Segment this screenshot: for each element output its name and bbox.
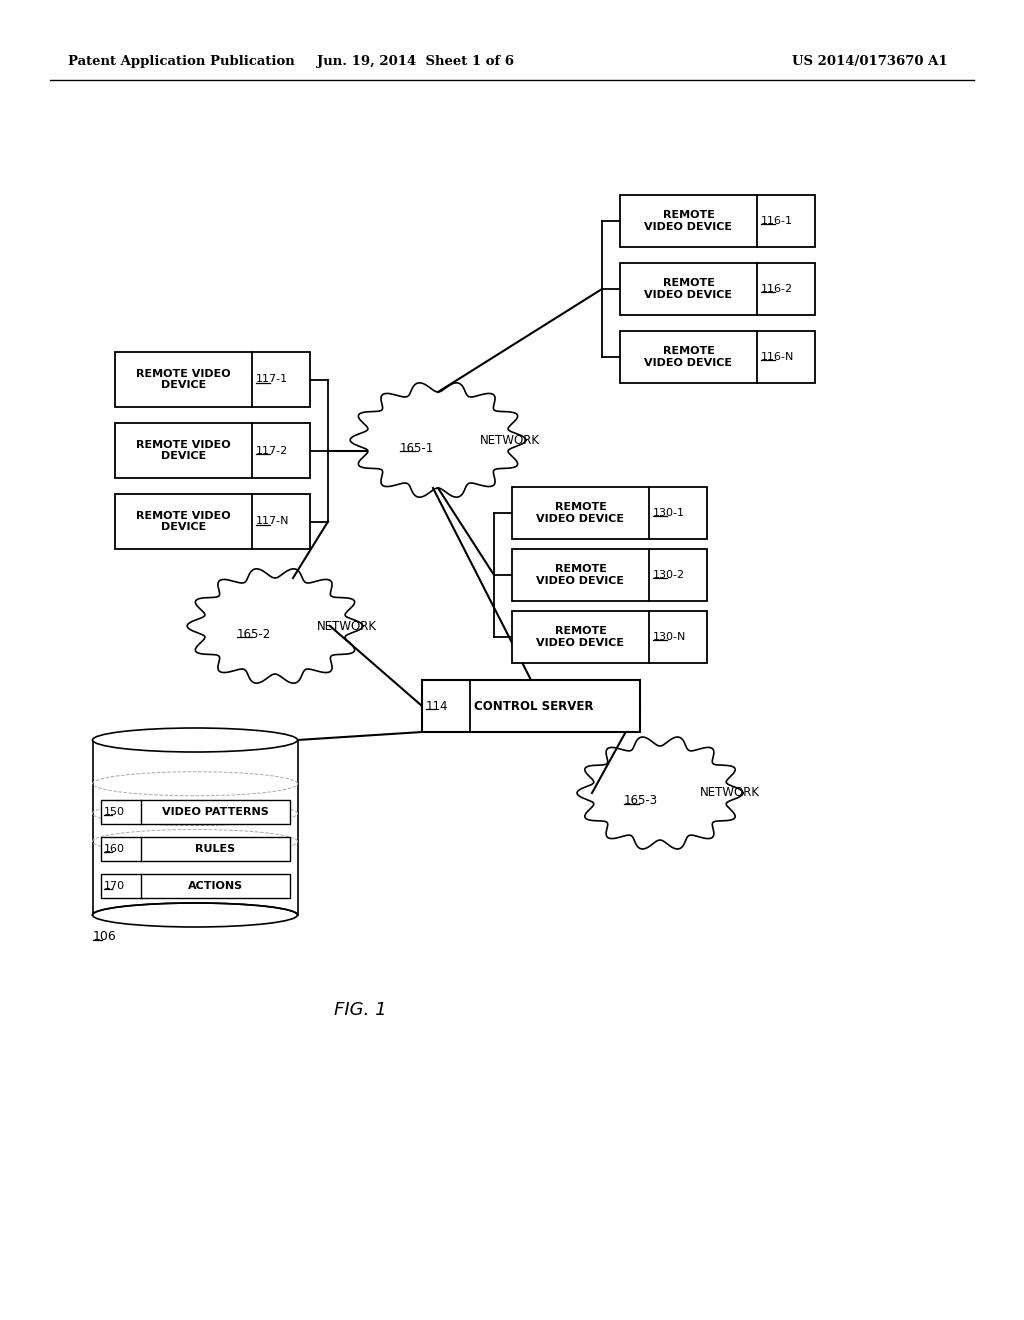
Text: 117-1: 117-1 xyxy=(256,375,288,384)
Text: 130-2: 130-2 xyxy=(653,570,685,579)
Text: CONTROL SERVER: CONTROL SERVER xyxy=(474,700,594,713)
Text: RULES: RULES xyxy=(195,843,236,854)
Text: 130-1: 130-1 xyxy=(653,508,685,517)
Text: REMOTE VIDEO
DEVICE: REMOTE VIDEO DEVICE xyxy=(136,440,230,461)
Text: REMOTE VIDEO
DEVICE: REMOTE VIDEO DEVICE xyxy=(136,368,230,391)
FancyBboxPatch shape xyxy=(100,874,290,898)
Text: ACTIONS: ACTIONS xyxy=(187,880,243,891)
Text: 165-1: 165-1 xyxy=(400,441,434,454)
Text: 116-N: 116-N xyxy=(761,352,795,362)
Text: 117-2: 117-2 xyxy=(256,446,288,455)
Text: REMOTE
VIDEO DEVICE: REMOTE VIDEO DEVICE xyxy=(644,279,732,300)
FancyBboxPatch shape xyxy=(115,352,310,407)
Text: Patent Application Publication: Patent Application Publication xyxy=(68,55,295,69)
FancyBboxPatch shape xyxy=(115,494,310,549)
Text: NETWORK: NETWORK xyxy=(317,619,377,632)
FancyBboxPatch shape xyxy=(620,195,815,247)
Text: VIDEO PATTERNS: VIDEO PATTERNS xyxy=(162,807,268,817)
Text: 170: 170 xyxy=(103,880,125,891)
Text: REMOTE
VIDEO DEVICE: REMOTE VIDEO DEVICE xyxy=(644,210,732,232)
Ellipse shape xyxy=(92,903,298,927)
Text: US 2014/0173670 A1: US 2014/0173670 A1 xyxy=(793,55,948,69)
FancyBboxPatch shape xyxy=(512,611,707,663)
FancyBboxPatch shape xyxy=(100,837,290,861)
Text: 117-N: 117-N xyxy=(256,516,290,527)
Text: Jun. 19, 2014  Sheet 1 of 6: Jun. 19, 2014 Sheet 1 of 6 xyxy=(316,55,513,69)
Text: 106: 106 xyxy=(92,931,117,944)
Ellipse shape xyxy=(92,729,298,752)
FancyBboxPatch shape xyxy=(620,331,815,383)
FancyBboxPatch shape xyxy=(115,422,310,478)
Text: NETWORK: NETWORK xyxy=(700,787,760,800)
FancyBboxPatch shape xyxy=(512,487,707,539)
Polygon shape xyxy=(578,737,743,849)
Text: 130-N: 130-N xyxy=(653,632,686,642)
Polygon shape xyxy=(187,569,362,684)
Text: FIG. 1: FIG. 1 xyxy=(334,1001,386,1019)
Text: 116-1: 116-1 xyxy=(761,216,793,226)
FancyBboxPatch shape xyxy=(512,549,707,601)
Polygon shape xyxy=(350,383,526,498)
FancyBboxPatch shape xyxy=(620,263,815,315)
Text: REMOTE
VIDEO DEVICE: REMOTE VIDEO DEVICE xyxy=(537,502,625,524)
Text: REMOTE
VIDEO DEVICE: REMOTE VIDEO DEVICE xyxy=(537,626,625,648)
Text: 165-3: 165-3 xyxy=(624,795,658,808)
Text: 116-2: 116-2 xyxy=(761,284,794,294)
Text: 150: 150 xyxy=(103,807,125,817)
FancyBboxPatch shape xyxy=(100,800,290,824)
Text: REMOTE
VIDEO DEVICE: REMOTE VIDEO DEVICE xyxy=(537,564,625,586)
Text: REMOTE VIDEO
DEVICE: REMOTE VIDEO DEVICE xyxy=(136,511,230,532)
Text: REMOTE
VIDEO DEVICE: REMOTE VIDEO DEVICE xyxy=(644,346,732,368)
Text: 165-2: 165-2 xyxy=(237,627,271,640)
FancyBboxPatch shape xyxy=(422,680,640,733)
Text: 160: 160 xyxy=(103,843,125,854)
Text: NETWORK: NETWORK xyxy=(480,433,540,446)
Text: 114: 114 xyxy=(426,700,449,713)
